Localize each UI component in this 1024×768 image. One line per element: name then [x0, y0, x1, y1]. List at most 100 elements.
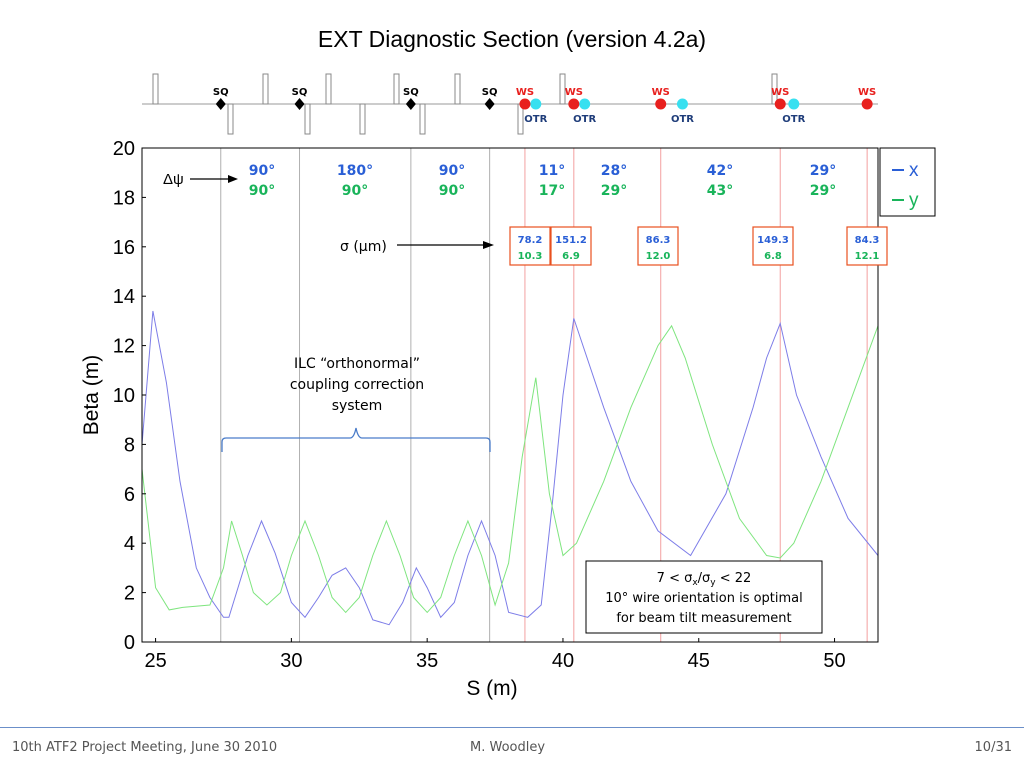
- x-tick-label: 25: [144, 650, 166, 672]
- sigma-y-value: 12.1: [855, 251, 880, 262]
- ws-marker: [655, 98, 667, 110]
- y-tick-label: 20: [113, 138, 135, 160]
- y-tick-label: 18: [113, 187, 135, 209]
- sq-marker: [294, 98, 305, 110]
- sigma-y-value: 10.3: [518, 251, 543, 262]
- sigma-box: [752, 226, 794, 266]
- magnet-rect: [262, 73, 269, 105]
- sq-label: SQ: [482, 87, 498, 98]
- sigma-y-value: 6.9: [562, 251, 580, 262]
- beta-x-line: [141, 310, 879, 626]
- sigma-box: [550, 226, 592, 266]
- sq-marker: [484, 98, 495, 110]
- sq-label: SQ: [403, 87, 419, 98]
- y-tick-label: 8: [124, 434, 135, 456]
- y-tick-label: 16: [113, 237, 135, 259]
- ws-marker: [519, 98, 531, 110]
- ilc-text-line: ILC “orthonormal”: [294, 356, 420, 372]
- magnet-rect: [454, 73, 461, 105]
- legend-box: [879, 147, 936, 217]
- magnet-rect: [304, 103, 311, 135]
- ws-label: WS: [652, 87, 670, 98]
- otr-label: OTR: [782, 114, 805, 125]
- y-axis-label: Beta (m): [80, 355, 103, 436]
- magnet-rect: [393, 73, 400, 105]
- y-tick-label: 0: [124, 632, 135, 654]
- magnet-rect: [227, 103, 234, 135]
- magnet-rect: [152, 73, 159, 105]
- sq-label: SQ: [292, 87, 308, 98]
- ws-marker: [774, 98, 786, 110]
- x-axis-label: S (m): [466, 677, 517, 700]
- ilc-text-line: coupling correction: [290, 377, 424, 393]
- y-tick-label: 2: [124, 583, 135, 605]
- sigma-x-value: 78.2: [518, 235, 543, 246]
- ws-label: WS: [565, 87, 583, 98]
- phase-x-label: 29°: [810, 163, 836, 179]
- otr-marker: [579, 98, 591, 110]
- otr-marker: [676, 98, 688, 110]
- x-tick-label: 30: [280, 650, 302, 672]
- phase-y-label: 43°: [707, 183, 733, 199]
- x-tick-label: 45: [688, 650, 710, 672]
- phase-x-label: 42°: [707, 163, 733, 179]
- phase-x-label: 90°: [249, 163, 275, 179]
- legend-label-x: x: [909, 160, 919, 181]
- footer-meeting: 10th ATF2 Project Meeting, June 30 2010: [12, 740, 278, 755]
- phase-y-label: 29°: [601, 183, 627, 199]
- slide-title: EXT Diagnostic Section (version 4.2a): [317, 26, 707, 52]
- otr-label: OTR: [573, 114, 596, 125]
- sigma-x-value: 84.3: [855, 235, 880, 246]
- y-tick-label: 6: [124, 484, 135, 506]
- dpsi-label: Δψ: [163, 171, 184, 188]
- ws-label: WS: [516, 87, 534, 98]
- phase-y-label: 90°: [249, 183, 275, 199]
- otr-marker: [530, 98, 542, 110]
- sigma-x-value: 86.3: [646, 235, 671, 246]
- magnet-rect: [419, 103, 426, 135]
- x-tick-label: 40: [552, 650, 574, 672]
- y-tick-label: 4: [124, 533, 135, 555]
- sq-marker: [215, 98, 226, 110]
- note-line-2: 10° wire orientation is optimal: [605, 591, 803, 606]
- x-tick-label: 35: [416, 650, 438, 672]
- dpsi-arrowhead: [228, 175, 238, 183]
- ws-marker: [861, 98, 873, 110]
- sigma-y-value: 12.0: [646, 251, 671, 262]
- footer-author: M. Woodley: [470, 740, 546, 755]
- sq-label: SQ: [213, 87, 229, 98]
- magnet-rect: [359, 103, 366, 135]
- y-tick-label: 10: [113, 385, 135, 407]
- note-ratio-part: 7 < σ: [657, 571, 693, 586]
- sigma-x-value: 149.3: [757, 235, 789, 246]
- note-ratio-part: < 22: [716, 571, 752, 586]
- beta-y-line: [141, 324, 879, 614]
- legend-label-y: y: [909, 190, 919, 211]
- sigma-box: [637, 226, 679, 266]
- phase-y-label: 17°: [539, 183, 565, 199]
- footer-divider: [0, 727, 1024, 728]
- phase-y-label: 90°: [342, 183, 368, 199]
- sigma-y-value: 6.8: [764, 251, 782, 262]
- y-tick-label: 14: [113, 286, 135, 308]
- magnet-rect: [559, 73, 566, 105]
- phase-y-label: 90°: [439, 183, 465, 199]
- beamline-diagram: SQ SQ SQ SQ OTR OTR OTR OTR WS WS WS WS WS: [142, 73, 878, 135]
- ilc-brace: [221, 427, 491, 452]
- sigma-box: [509, 226, 551, 266]
- ws-label: WS: [771, 87, 789, 98]
- note-subscript: x: [692, 578, 698, 588]
- otr-label: OTR: [524, 114, 547, 125]
- sigma-arrowhead: [483, 241, 494, 249]
- note-ratio-part: /σ: [698, 571, 711, 586]
- note-box: [585, 560, 823, 634]
- magnet-rect: [325, 73, 332, 105]
- phase-x-label: 90°: [439, 163, 465, 179]
- ws-marker: [568, 98, 580, 110]
- note-ratio-line: 7 < σx/σy < 22: [657, 571, 752, 588]
- note-subscript: y: [710, 578, 716, 588]
- otr-marker: [788, 98, 800, 110]
- phase-x-label: 28°: [601, 163, 627, 179]
- phase-x-label: 11°: [539, 163, 565, 179]
